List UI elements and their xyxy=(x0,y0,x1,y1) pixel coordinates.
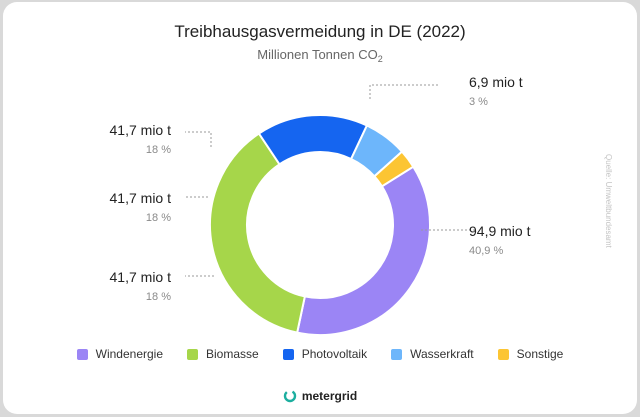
callout-value: 41,7 mio t xyxy=(109,190,171,206)
legend-label: Windenergie xyxy=(95,347,164,361)
brand-name: metergrid xyxy=(301,389,358,403)
legend-item-photovoltaik[interactable]: Photovoltaik xyxy=(282,347,368,361)
donut-slice-windenergie[interactable] xyxy=(295,165,431,336)
callout-value: 41,7 mio t xyxy=(109,122,171,138)
legend-swatch xyxy=(391,348,403,360)
callout-percent: 18 % xyxy=(145,291,171,303)
legend-swatch xyxy=(497,348,509,360)
callout-photovoltaik: 41,7 mio t 18 % xyxy=(110,269,171,303)
leader-line-biomasse xyxy=(185,131,212,147)
legend-swatch xyxy=(187,348,199,360)
callout-value: 41,7 mio t xyxy=(109,269,171,285)
donut-slice-photovoltaik[interactable] xyxy=(257,114,369,166)
callout-biomasse: 41,7 mio t 18 % xyxy=(110,122,171,156)
legend-swatch xyxy=(282,348,294,360)
callout-value: 6,9 mio t xyxy=(469,74,523,90)
metergrid-logo-icon xyxy=(283,389,297,403)
legend-label: Wasserkraft xyxy=(410,347,474,361)
callout-wasserkraft: 41,7 mio t 18 % xyxy=(110,190,171,224)
legend: Windenergie Biomasse Photovoltaik Wasser… xyxy=(3,347,637,361)
chart-title: Treibhausgasvermeidung in DE (2022) xyxy=(174,22,466,41)
legend-item-biomasse[interactable]: Biomasse xyxy=(187,347,259,361)
callout-percent: 18 % xyxy=(145,212,171,224)
brand-footer: metergrid xyxy=(3,389,637,403)
legend-label: Photovoltaik xyxy=(301,347,368,361)
source-note: Quelle: Umweltbundesamt xyxy=(604,154,613,248)
legend-label: Biomasse xyxy=(206,347,259,361)
callout-percent: 40,9 % xyxy=(469,245,504,257)
callout-percent: 18 % xyxy=(145,144,171,156)
subtitle-text: Millionen Tonnen CO xyxy=(257,47,378,62)
donut-slice-biomasse[interactable] xyxy=(209,132,307,334)
legend-item-windenergie[interactable]: Windenergie xyxy=(76,347,164,361)
leader-line-sonstige xyxy=(369,84,438,99)
legend-label: Sonstige xyxy=(516,347,564,361)
callout-windenergie: 94,9 mio t 40,9 % xyxy=(469,223,530,257)
legend-item-wasserkraft[interactable]: Wasserkraft xyxy=(391,347,474,361)
callout-sonstige: 6,9 mio t 3 % xyxy=(469,74,523,108)
chart-subtitle: Millionen Tonnen CO2 xyxy=(3,47,637,64)
callout-value: 94,9 mio t xyxy=(469,223,531,239)
legend-swatch xyxy=(76,348,88,360)
callout-percent: 3 % xyxy=(469,96,488,108)
donut-chart xyxy=(185,84,477,336)
donut-slice-sonstige[interactable] xyxy=(372,150,415,188)
legend-item-sonstige[interactable]: Sonstige xyxy=(497,347,564,361)
chart-card: Treibhausgasvermeidung in DE (2022) Mill… xyxy=(3,2,637,414)
subtitle-subscript: 2 xyxy=(377,54,383,64)
